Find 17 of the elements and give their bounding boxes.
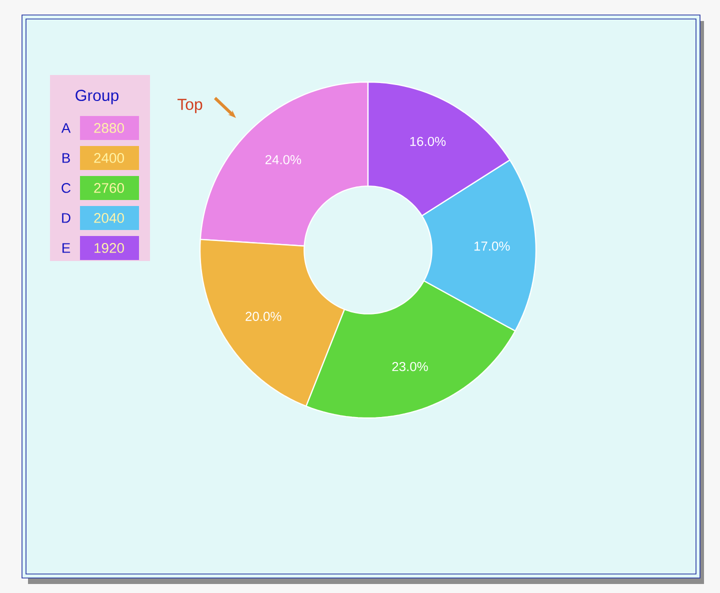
text: 2880: [94, 123, 124, 133]
legend-label: A: [61, 123, 71, 133]
data-label: 23.0%: [392, 362, 428, 372]
data-label: 24.0%: [265, 155, 302, 164]
legend-label: C: [62, 183, 71, 193]
text: 1920: [94, 243, 124, 253]
text: 2760: [94, 183, 124, 193]
data-label: 20.0%: [246, 312, 282, 321]
text: 2040: [94, 213, 124, 223]
data-label: 17.0%: [474, 242, 510, 251]
legend-title: Group: [76, 90, 118, 104]
text: Top: [178, 98, 202, 114]
legend-label: E: [62, 243, 70, 253]
text: 2400: [94, 153, 124, 163]
data-label: 16.0%: [410, 136, 446, 146]
legend-label: D: [62, 213, 70, 223]
legend-label: B: [62, 153, 70, 163]
